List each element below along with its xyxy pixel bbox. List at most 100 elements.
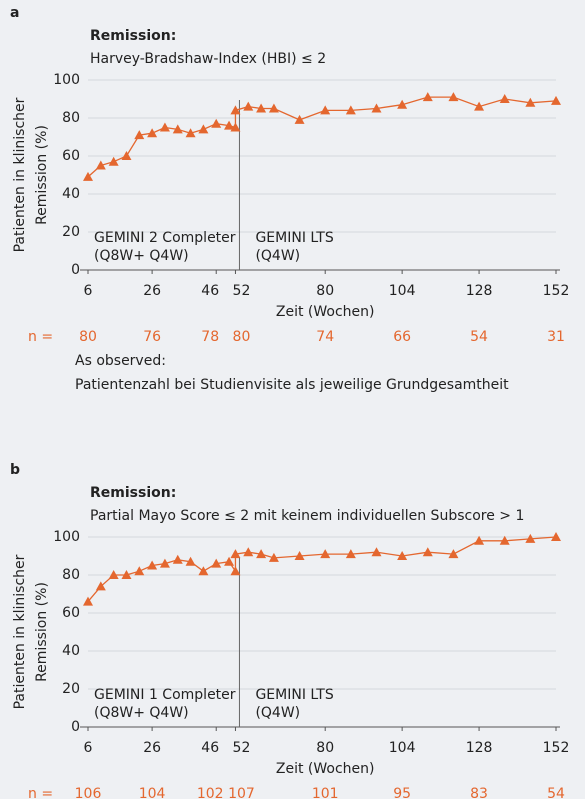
y-tick-label: 80 bbox=[62, 567, 80, 583]
x-tick-label: 6 bbox=[84, 283, 93, 299]
data-point bbox=[320, 549, 331, 559]
data-point bbox=[159, 122, 170, 132]
n-value: 54 bbox=[547, 786, 565, 799]
annotation: (Q8W+ Q4W) bbox=[94, 248, 189, 264]
note: As observed: bbox=[75, 353, 166, 369]
panel-label: a bbox=[10, 5, 19, 21]
data-point bbox=[198, 566, 209, 576]
data-point bbox=[108, 156, 119, 166]
data-point bbox=[474, 535, 485, 545]
data-point bbox=[230, 566, 241, 576]
data-point bbox=[474, 101, 485, 111]
y-axis-label: Remission (%) bbox=[34, 125, 50, 225]
x-tick-label: 52 bbox=[233, 283, 251, 299]
annotation: GEMINI LTS bbox=[255, 687, 333, 703]
chart-title: Remission: bbox=[90, 28, 176, 44]
data-point bbox=[134, 130, 145, 140]
note: Patientenzahl bei Studienvisite als jewe… bbox=[75, 377, 509, 393]
data-point bbox=[198, 124, 209, 134]
y-axis-label: Patienten in klinischer bbox=[12, 97, 28, 252]
data-point bbox=[159, 558, 170, 568]
data-point bbox=[147, 560, 158, 570]
data-point bbox=[525, 97, 536, 107]
annotation: GEMINI LTS bbox=[255, 230, 333, 246]
data-point bbox=[371, 103, 382, 113]
data-point bbox=[230, 105, 241, 115]
n-value: 76 bbox=[143, 329, 161, 345]
n-value: 104 bbox=[139, 786, 166, 799]
x-tick-label: 80 bbox=[316, 283, 334, 299]
data-point bbox=[147, 128, 158, 138]
series-line bbox=[87, 536, 557, 603]
x-tick-label: 80 bbox=[316, 740, 334, 756]
n-value: 107 bbox=[228, 786, 255, 799]
data-point bbox=[185, 556, 196, 566]
n-label: n = bbox=[28, 329, 53, 345]
data-point bbox=[499, 535, 510, 545]
data-point bbox=[83, 171, 93, 181]
data-point bbox=[95, 160, 106, 170]
data-point bbox=[525, 533, 536, 543]
n-value: 54 bbox=[470, 329, 488, 345]
x-tick-label: 26 bbox=[143, 740, 161, 756]
annotation: GEMINI 2 Completer bbox=[94, 230, 236, 246]
data-point bbox=[224, 556, 235, 566]
n-value: 66 bbox=[393, 329, 411, 345]
series-line bbox=[87, 96, 557, 178]
n-label: n = bbox=[28, 786, 53, 799]
data-point bbox=[211, 118, 222, 128]
data-point bbox=[422, 547, 433, 557]
data-point bbox=[108, 570, 119, 579]
data-point bbox=[230, 122, 241, 132]
x-tick-label: 46 bbox=[201, 740, 219, 756]
data-point bbox=[499, 94, 510, 103]
x-tick-label: 46 bbox=[201, 283, 219, 299]
x-tick-label: 6 bbox=[84, 740, 93, 756]
n-value: 74 bbox=[316, 329, 334, 345]
x-tick-label: 152 bbox=[543, 283, 570, 299]
y-tick-label: 40 bbox=[62, 643, 80, 659]
data-point bbox=[134, 566, 145, 576]
n-value: 83 bbox=[470, 786, 488, 799]
x-tick-label: 128 bbox=[466, 740, 493, 756]
data-point bbox=[448, 549, 459, 559]
data-point bbox=[397, 551, 408, 560]
data-point bbox=[224, 120, 235, 130]
data-point bbox=[230, 549, 241, 559]
y-tick-label: 100 bbox=[53, 529, 80, 545]
n-value: 95 bbox=[393, 786, 411, 799]
annotation: (Q8W+ Q4W) bbox=[94, 705, 189, 721]
data-point bbox=[345, 105, 356, 115]
y-axis-label: Remission (%) bbox=[34, 582, 50, 682]
y-tick-label: 60 bbox=[62, 605, 80, 621]
x-tick-label: 52 bbox=[233, 740, 251, 756]
data-point bbox=[397, 99, 408, 109]
data-point bbox=[121, 570, 132, 579]
y-tick-label: 80 bbox=[62, 110, 80, 126]
data-point bbox=[172, 554, 183, 564]
n-value: 80 bbox=[233, 329, 251, 345]
annotation: (Q4W) bbox=[255, 248, 300, 264]
x-tick-label: 104 bbox=[389, 740, 416, 756]
x-tick-label: 104 bbox=[389, 283, 416, 299]
data-point bbox=[551, 95, 561, 105]
data-point bbox=[172, 124, 183, 134]
data-point bbox=[294, 551, 305, 560]
n-value: 31 bbox=[547, 329, 565, 345]
y-tick-label: 0 bbox=[71, 719, 80, 735]
y-tick-label: 100 bbox=[53, 72, 80, 88]
y-tick-label: 60 bbox=[62, 148, 80, 164]
data-point bbox=[320, 105, 331, 115]
n-value: 80 bbox=[79, 329, 97, 345]
x-tick-label: 26 bbox=[143, 283, 161, 299]
data-point bbox=[243, 547, 254, 557]
x-tick-label: 152 bbox=[543, 740, 570, 756]
data-point bbox=[551, 532, 561, 541]
x-axis-label: Zeit (Wochen) bbox=[276, 761, 375, 777]
data-point bbox=[268, 103, 279, 113]
data-point bbox=[211, 558, 222, 568]
data-point bbox=[83, 596, 93, 606]
data-point bbox=[268, 552, 279, 562]
